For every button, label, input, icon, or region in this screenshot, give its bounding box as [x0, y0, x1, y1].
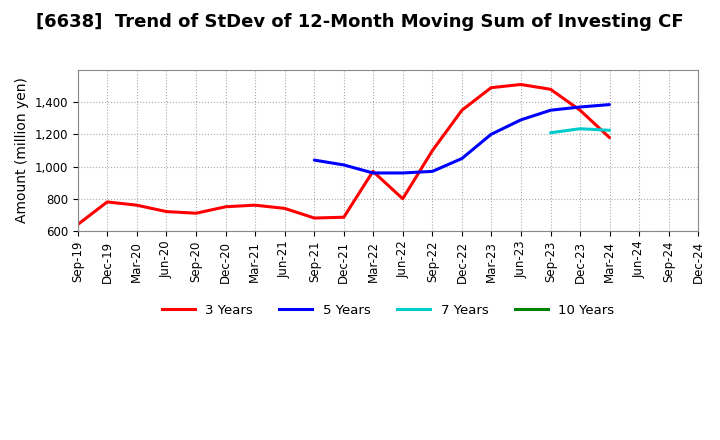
Y-axis label: Amount (million yen): Amount (million yen): [15, 77, 29, 224]
Legend: 3 Years, 5 Years, 7 Years, 10 Years: 3 Years, 5 Years, 7 Years, 10 Years: [156, 299, 620, 322]
Text: [6638]  Trend of StDev of 12-Month Moving Sum of Investing CF: [6638] Trend of StDev of 12-Month Moving…: [36, 13, 684, 31]
